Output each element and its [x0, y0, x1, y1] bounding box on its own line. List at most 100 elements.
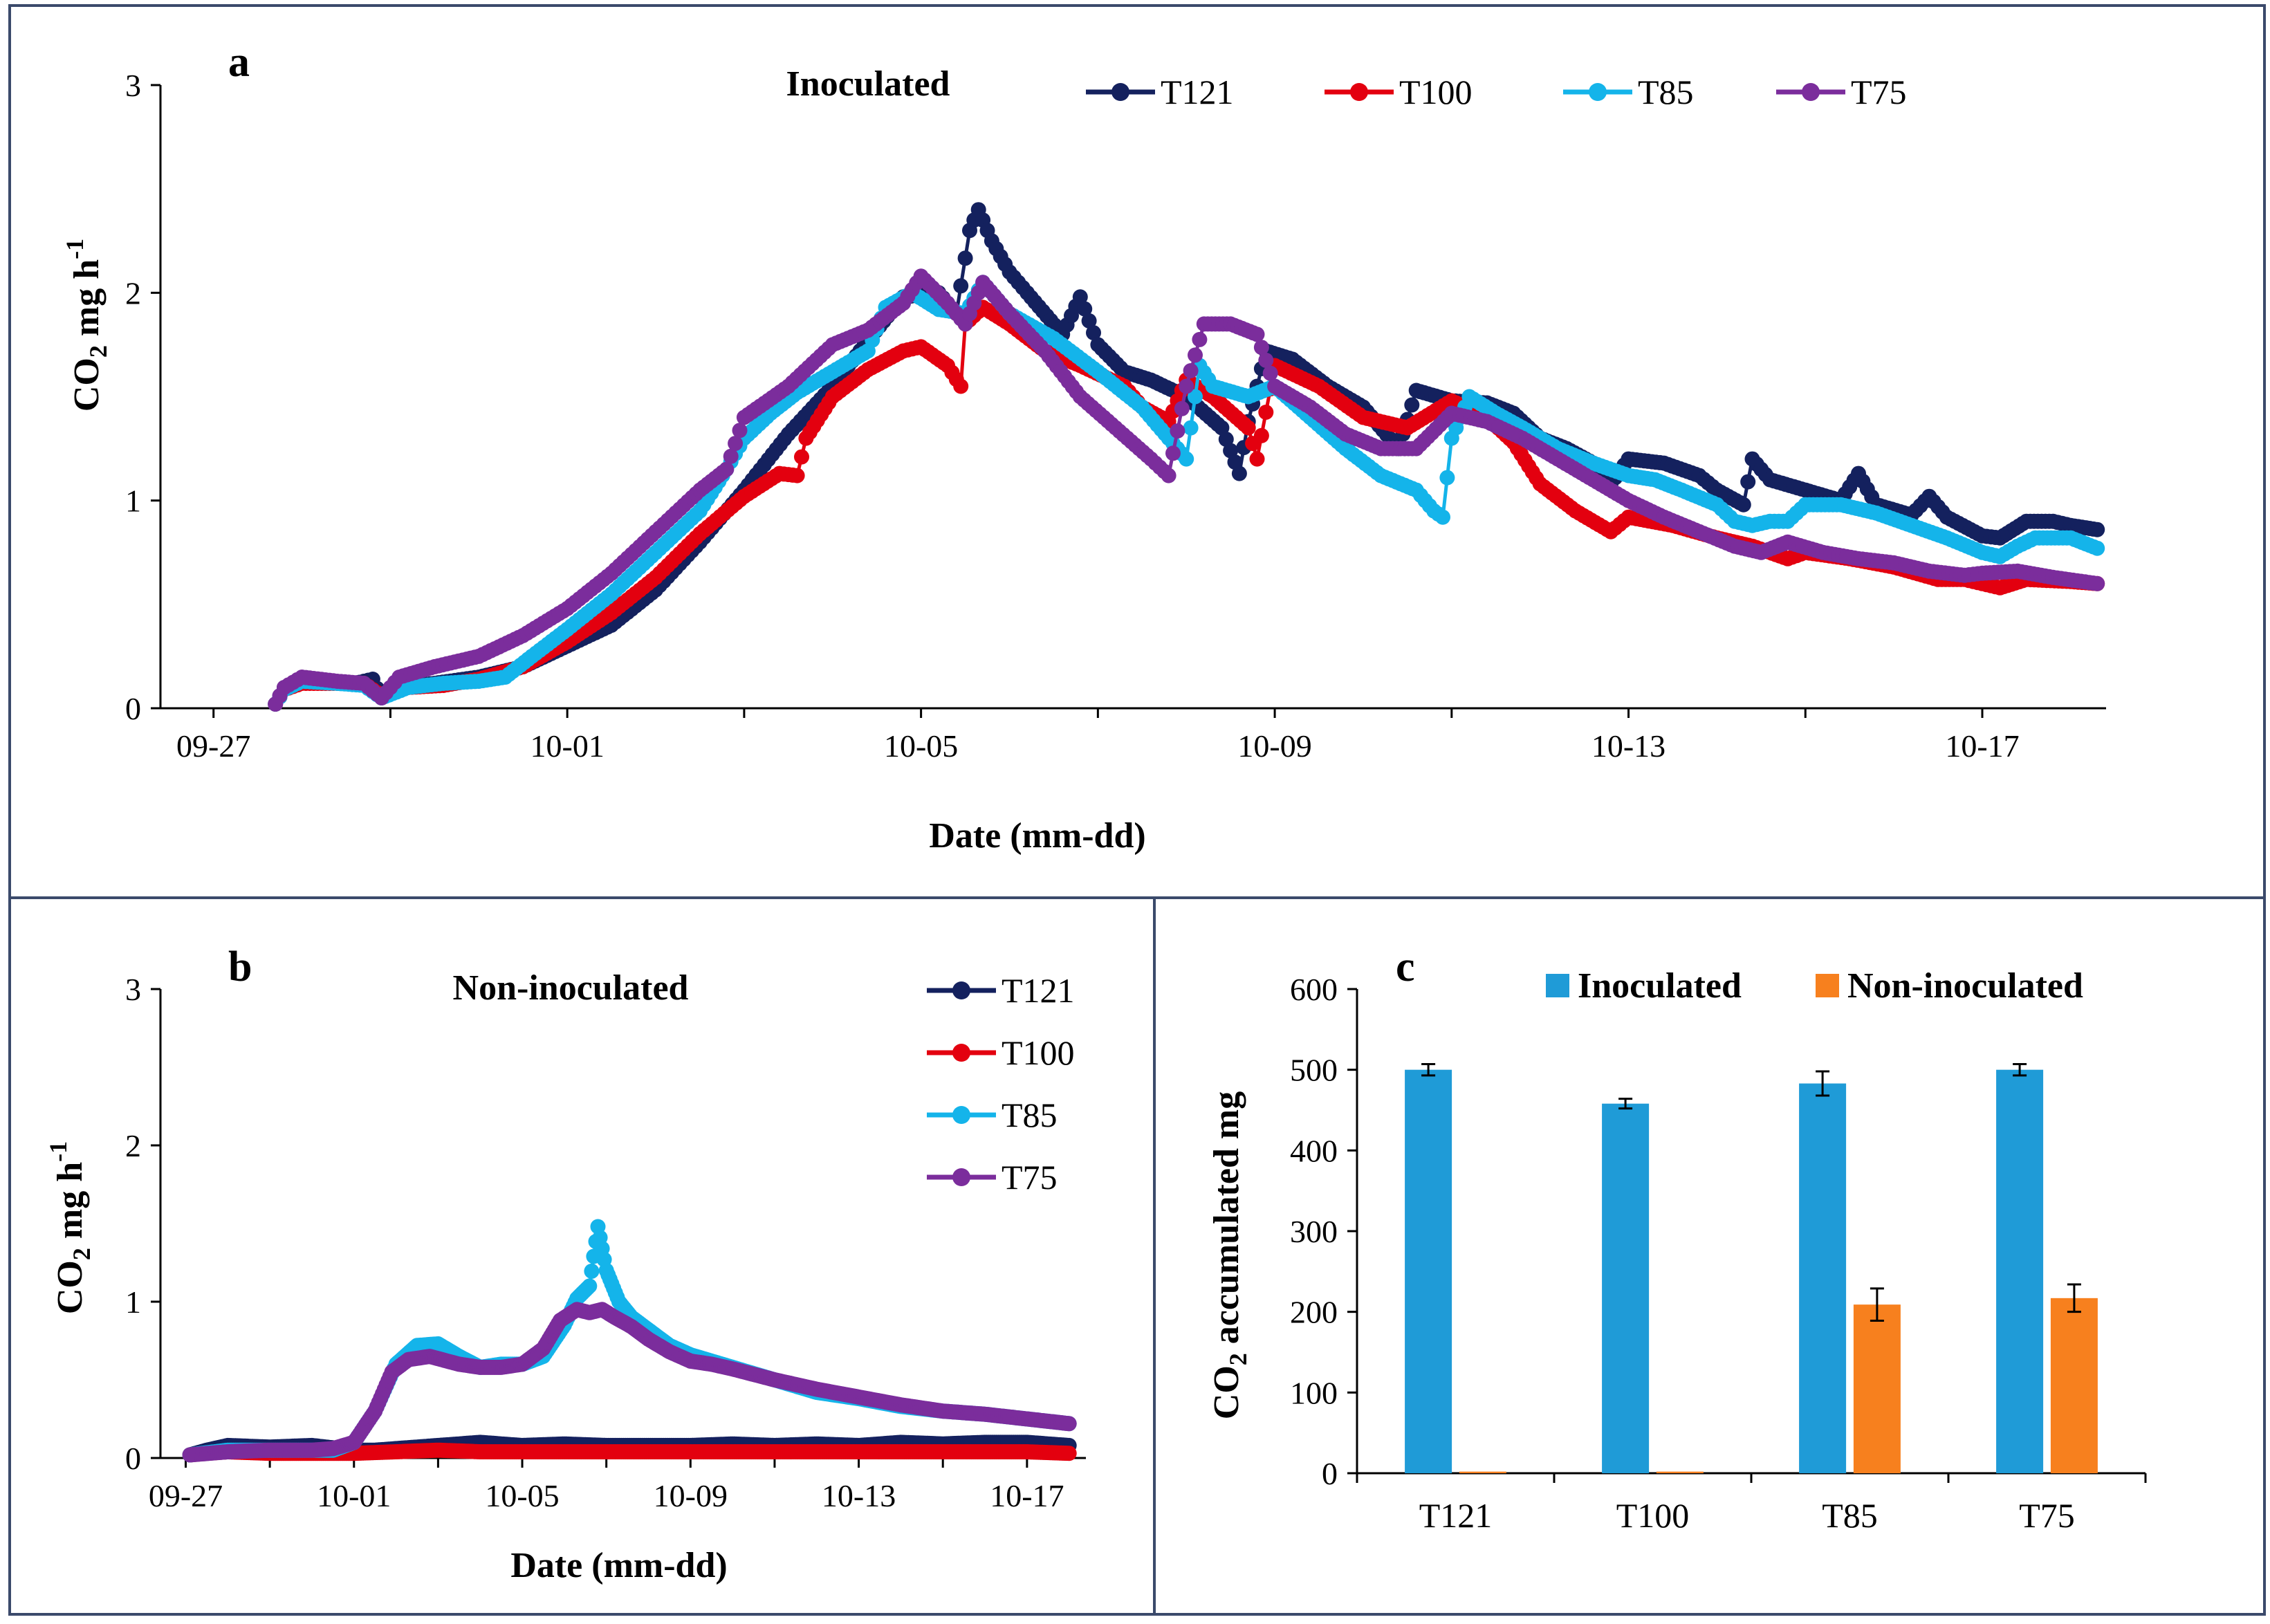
legend-label: Inoculated	[1578, 966, 1742, 1006]
data-point	[1253, 427, 1269, 443]
data-point	[1218, 432, 1234, 447]
legend: T121 T100 T85 T75	[1086, 73, 1907, 111]
legend-swatch	[1546, 974, 1569, 997]
panel-letter: a	[228, 39, 250, 86]
series-line-T85	[190, 1225, 1069, 1457]
x-axis-label: Date (mm-dd)	[510, 1546, 727, 1585]
legend-marker	[1589, 83, 1607, 101]
data-point	[1183, 420, 1199, 436]
x-tick-label: 10-05	[884, 728, 958, 764]
y-tick-label: 400	[1290, 1133, 1338, 1168]
bar-series-non-inoculated	[1459, 1283, 2098, 1473]
x-tick-label: 10-13	[822, 1478, 896, 1513]
data-point	[1192, 331, 1208, 347]
data-point	[2089, 540, 2105, 556]
panel-letter: c	[1396, 943, 1415, 990]
y-tick-label: 2	[125, 275, 141, 311]
data-point	[719, 461, 735, 477]
series-points-T75	[268, 268, 2105, 712]
data-point	[728, 436, 744, 452]
data-point	[1231, 465, 1247, 481]
data-point	[953, 378, 969, 394]
data-point	[1740, 474, 1756, 490]
x-tick-label: 10-09	[1237, 728, 1311, 764]
series-T75	[182, 1302, 1077, 1463]
legend-label: T75	[1002, 1158, 1058, 1197]
data-point	[1183, 363, 1199, 378]
y-axis-label: CO2 mg h-1	[44, 1141, 95, 1314]
y-label-sub: 2	[1224, 1353, 1252, 1365]
data-point	[957, 250, 973, 266]
data-point	[1174, 400, 1190, 416]
data-point	[1072, 289, 1088, 305]
legend-label: Non-inoculated	[1847, 966, 2083, 1006]
y-label-rest: mg h	[67, 259, 107, 345]
data-point	[1086, 325, 1101, 341]
panel-b: b Non-inoculated Date (mm-dd) CO2 mg h-1…	[44, 943, 1086, 1585]
series-layer	[182, 1219, 1077, 1463]
data-point	[1081, 313, 1097, 329]
axes: 0 1 2 3 09-27 10-01 10-05 10-09 10-13 10-17	[125, 68, 2106, 764]
x-axis-label: Date (mm-dd)	[929, 816, 1145, 856]
y-label-rest: mg h	[50, 1162, 90, 1248]
y-tick-label: 3	[125, 68, 141, 103]
legend-item-T100: T100	[927, 1033, 1075, 1072]
legend: Inoculated Non-inoculated	[1546, 966, 2083, 1006]
data-point	[1188, 389, 1203, 405]
frame-panel-c	[1153, 896, 2266, 1616]
data-point	[1253, 340, 1269, 356]
legend-label: T121	[1002, 971, 1075, 1010]
y-tick-label: 600	[1290, 972, 1338, 1007]
x-tick-label: T121	[1419, 1496, 1493, 1535]
data-point	[1061, 1446, 1077, 1461]
series-T75	[268, 268, 2105, 712]
y-label-main: CO	[50, 1260, 90, 1314]
legend-item-T85: T85	[1563, 73, 1694, 111]
x-tick-label: 10-13	[1591, 728, 1665, 764]
data-point	[1435, 509, 1450, 525]
legend-marker	[1111, 83, 1129, 101]
bar	[1799, 1083, 1847, 1473]
y-label-sup: -1	[61, 239, 89, 259]
y-label-sub: 2	[68, 1248, 95, 1260]
y-tick-label: 1	[125, 1284, 141, 1320]
data-point	[1404, 397, 1420, 413]
panel-c: c CO2 accumulated mg 0 100 200 300 400 500 600…	[1207, 943, 2147, 1535]
legend-item-non-inoculated: Non-inoculated	[1816, 966, 2083, 1006]
bar	[1602, 1103, 1650, 1473]
x-tick-label: T100	[1616, 1496, 1690, 1535]
y-tick-label: 300	[1290, 1214, 1338, 1249]
legend-swatch	[1816, 974, 1839, 997]
data-point	[1061, 1416, 1077, 1432]
legend-marker	[952, 981, 970, 999]
bar	[1656, 1471, 1704, 1473]
legend-marker	[1350, 83, 1368, 101]
bar	[1459, 1471, 1506, 1473]
x-tick-label: 10-09	[654, 1478, 728, 1513]
axes: 0 1 2 3 09-27 10-01 10-05 10-09 10-13 10-17	[125, 972, 1086, 1513]
data-point	[2089, 522, 2105, 537]
bar	[1996, 1069, 2044, 1473]
x-tick-label: 10-17	[990, 1478, 1064, 1513]
legend-marker	[952, 1168, 970, 1186]
legend-label: T85	[1002, 1096, 1058, 1134]
y-label-rest: accumulated mg	[1207, 1091, 1246, 1353]
data-point	[1249, 326, 1265, 342]
legend-item-inoculated: Inoculated	[1546, 966, 1742, 1006]
legend-item-T121: T121	[927, 971, 1075, 1010]
series-T85	[182, 1219, 1077, 1463]
legend-label: T121	[1161, 73, 1234, 111]
y-tick-label: 1	[125, 483, 141, 519]
data-point	[1165, 445, 1181, 461]
legend-item-T121: T121	[1086, 73, 1234, 111]
legend-marker	[952, 1106, 970, 1124]
x-tick-label: 10-01	[530, 728, 605, 764]
series-points-T85	[182, 1219, 1077, 1463]
legend: T121 T100 T85 T75	[927, 971, 1075, 1197]
legend-label: T100	[1002, 1033, 1075, 1072]
data-point	[1262, 365, 1278, 381]
panel-letter: b	[228, 943, 252, 990]
legend-item-T75: T75	[1776, 73, 1907, 111]
axes: 0 100 200 300 400 500 600 T121 T100 T85 T75	[1290, 972, 2147, 1535]
